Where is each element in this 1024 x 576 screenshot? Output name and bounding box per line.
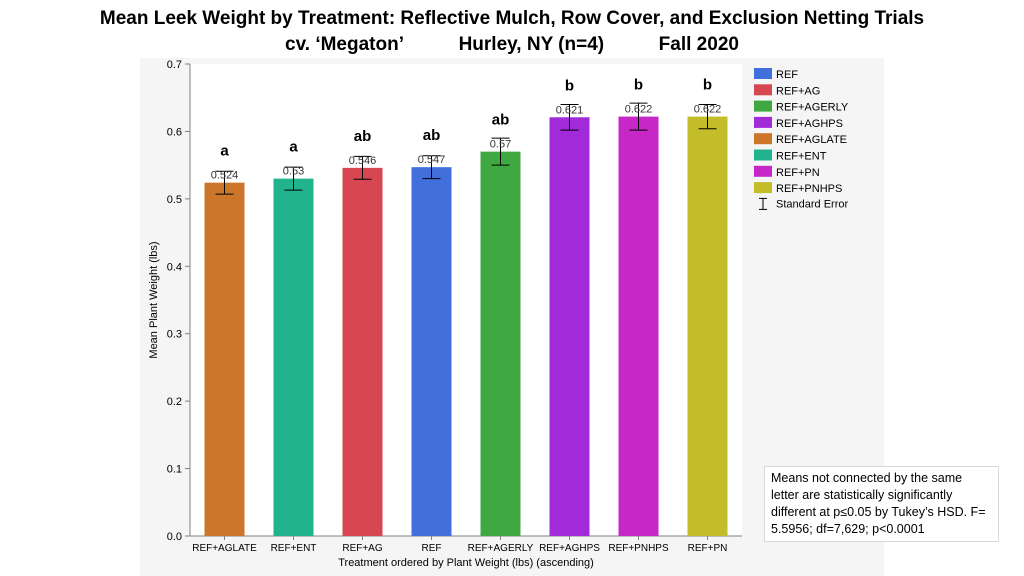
- plot-area: [190, 64, 742, 536]
- x-tick-labels: REF+AGLATE REF+ENT REF+AG REF REF+AGERLY REF+…: [192, 536, 727, 554]
- legend-entry-label: REF+AG: [776, 85, 820, 97]
- bar: [480, 151, 521, 536]
- significance-letters: a a ab ab ab b b b: [220, 77, 712, 160]
- y-tick-label: 0.4: [167, 261, 182, 273]
- x-axis-label: Treatment ordered by Plant Weight (lbs) …: [338, 557, 594, 569]
- y-tick-label: 0.3: [167, 329, 182, 341]
- legend-entry-label: REF+PNHPS: [776, 183, 842, 195]
- x-tick-label: REF+AG: [342, 543, 383, 554]
- legend-swatch: [754, 165, 772, 177]
- legend-swatch: [754, 149, 772, 161]
- bar: [411, 167, 452, 536]
- y-tick-label: 0.6: [167, 126, 182, 138]
- bar-value-label: 0.547: [418, 154, 446, 166]
- legend-swatch: [754, 100, 772, 112]
- legend-entry-label: REF+AGERLY: [776, 102, 849, 114]
- subtitle-season: Fall 2020: [658, 34, 739, 55]
- legend: REF REF+AG REF+AGERLY REF+AGHPS REF+AGLATE RE…: [754, 68, 849, 210]
- bar-value-label: 0.546: [349, 155, 377, 167]
- significance-letter: a: [289, 139, 298, 156]
- significance-letter: ab: [423, 127, 441, 144]
- statistics-note: Means not connected by the same letter a…: [764, 466, 999, 542]
- error-bars: [215, 102, 717, 195]
- bar-value-label: 0.57: [490, 139, 511, 151]
- legend-swatch: [754, 68, 772, 79]
- bar-value-label: 0.524: [211, 170, 239, 182]
- legend-entry-label: REF+AGHPS: [776, 118, 843, 130]
- bars: [204, 116, 728, 537]
- legend-entry-label: REF+AGLATE: [776, 134, 847, 146]
- significance-letter: b: [703, 77, 712, 94]
- x-tick-label: REF+AGLATE: [192, 543, 257, 554]
- x-tick-label: REF+PNHPS: [608, 543, 669, 554]
- bar: [549, 117, 590, 537]
- x-tick-label: REF+PN: [688, 543, 728, 554]
- bar: [618, 116, 659, 536]
- bar: [342, 167, 383, 536]
- bar-value-label: 0.622: [694, 104, 722, 116]
- bar: [204, 182, 245, 536]
- bar: [687, 116, 728, 536]
- y-tick-label: 0.2: [167, 396, 182, 408]
- subtitle-cultivar: cv. ‘Megaton’: [285, 34, 404, 55]
- value-labels: 0.524 0.53 0.546 0.547 0.57 0.621 0.622 0.622: [211, 104, 722, 182]
- significance-letter: b: [634, 77, 643, 94]
- bar-value-label: 0.621: [556, 104, 584, 116]
- significance-letter: ab: [492, 112, 510, 129]
- legend-entry-label: REF+ENT: [776, 151, 827, 163]
- significance-letter: ab: [354, 128, 372, 145]
- significance-letter: a: [220, 143, 229, 160]
- x-tick-label: REF: [422, 543, 442, 554]
- x-tick-label: REF+ENT: [271, 543, 317, 554]
- chart-title: Mean Leek Weight by Treatment: Reflectiv…: [99, 8, 925, 29]
- legend-swatch: [754, 84, 772, 96]
- bar: [273, 178, 314, 536]
- legend-swatch: [754, 116, 772, 128]
- y-tick-label: 0.1: [167, 464, 182, 476]
- y-axis-label: Mean Plant Weight (lbs): [148, 241, 160, 358]
- y-tick-label: 0.7: [167, 59, 182, 71]
- legend-entry-label: REF+PN: [776, 167, 820, 179]
- x-tick-label: REF+AGHPS: [539, 543, 600, 554]
- legend-swatch: [754, 133, 772, 145]
- legend-swatch: [754, 182, 772, 194]
- bar-value-label: 0.622: [625, 104, 653, 116]
- subtitle-location: Hurley, NY (n=4): [458, 34, 605, 55]
- y-tick-label: 0.0: [167, 531, 182, 543]
- bar-value-label: 0.53: [283, 166, 304, 178]
- legend-entry-label: REF: [776, 69, 798, 81]
- significance-letter: b: [565, 77, 574, 94]
- y-ticks: 0.0 0.1 0.2 0.3 0.4 0.5 0.6 0.7: [167, 59, 190, 543]
- legend-error-label: Standard Error: [776, 198, 848, 210]
- y-tick-label: 0.5: [167, 194, 182, 206]
- x-tick-label: REF+AGERLY: [468, 543, 534, 554]
- chart-subtitle: cv. ‘Megaton’ Hurley, NY (n=4) Fall 2020: [0, 34, 1024, 56]
